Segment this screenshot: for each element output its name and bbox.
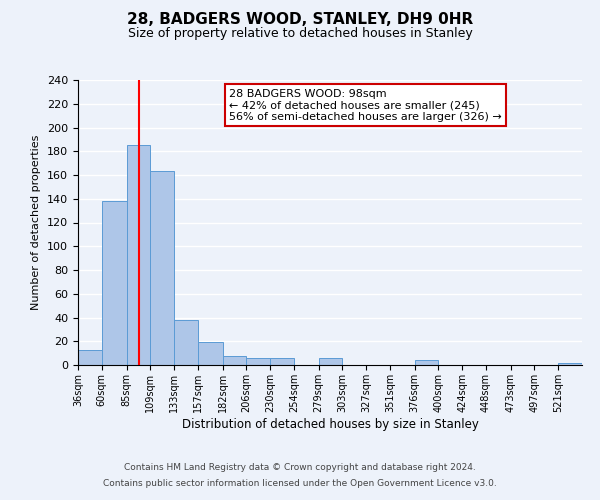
Bar bbox=[223, 356, 247, 365]
Bar bbox=[558, 362, 582, 365]
Text: 28 BADGERS WOOD: 98sqm
← 42% of detached houses are smaller (245)
56% of semi-de: 28 BADGERS WOOD: 98sqm ← 42% of detached… bbox=[229, 88, 502, 122]
Bar bbox=[174, 320, 198, 365]
Text: Size of property relative to detached houses in Stanley: Size of property relative to detached ho… bbox=[128, 28, 472, 40]
Bar bbox=[102, 201, 127, 365]
Bar bbox=[415, 360, 439, 365]
X-axis label: Distribution of detached houses by size in Stanley: Distribution of detached houses by size … bbox=[182, 418, 478, 430]
Text: Contains HM Land Registry data © Crown copyright and database right 2024.: Contains HM Land Registry data © Crown c… bbox=[124, 464, 476, 472]
Bar bbox=[319, 358, 343, 365]
Bar bbox=[270, 358, 294, 365]
Bar bbox=[127, 146, 150, 365]
Bar bbox=[150, 172, 174, 365]
Text: Contains public sector information licensed under the Open Government Licence v3: Contains public sector information licen… bbox=[103, 478, 497, 488]
Bar bbox=[198, 342, 223, 365]
Bar bbox=[247, 358, 270, 365]
Bar bbox=[78, 350, 102, 365]
Y-axis label: Number of detached properties: Number of detached properties bbox=[31, 135, 41, 310]
Text: 28, BADGERS WOOD, STANLEY, DH9 0HR: 28, BADGERS WOOD, STANLEY, DH9 0HR bbox=[127, 12, 473, 28]
